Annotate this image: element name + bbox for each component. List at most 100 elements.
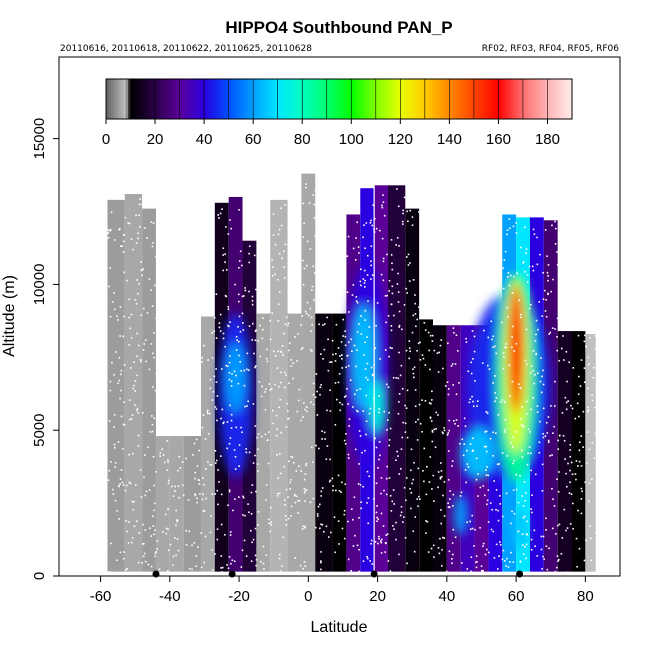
obs-dot — [518, 299, 521, 302]
colorbar: 0 20 40 60 80 100 120 140 160 180 — [102, 78, 573, 148]
curtain-column-11 — [270, 199, 288, 572]
obs-dot — [310, 316, 313, 319]
colorbar-swatch — [287, 79, 291, 119]
obs-dot — [350, 338, 353, 341]
obs-dot — [583, 367, 586, 369]
obs-dot — [227, 567, 230, 570]
colorbar-swatch — [449, 79, 453, 119]
obs-dot — [238, 465, 240, 467]
obs-dot — [151, 423, 154, 426]
obs-dot — [305, 264, 308, 267]
obs-dot — [327, 338, 329, 341]
obs-dot — [303, 478, 306, 481]
obs-dot — [404, 536, 407, 539]
obs-dot — [509, 560, 511, 563]
colorbar-swatch — [540, 79, 544, 119]
colorbar-swatch — [510, 79, 514, 119]
obs-dot — [591, 394, 593, 396]
curtain-column-4 — [169, 436, 184, 572]
obs-dot — [551, 327, 554, 329]
obs-dot — [423, 322, 426, 324]
obs-dot — [482, 569, 484, 572]
curtain-column-14 — [315, 313, 333, 572]
obs-dot — [285, 515, 287, 517]
obs-dot — [578, 441, 581, 444]
bottom-marker — [370, 570, 378, 578]
obs-dot — [388, 477, 391, 479]
obs-dot — [577, 393, 580, 396]
obs-dot — [440, 470, 443, 472]
obs-dot — [403, 304, 406, 306]
obs-dot — [471, 395, 473, 398]
obs-dot — [154, 389, 157, 392]
obs-dot — [471, 437, 474, 440]
obs-dot — [567, 462, 569, 465]
obs-dot — [398, 553, 400, 556]
colorbar-swatch — [363, 79, 367, 119]
obs-dot — [570, 404, 572, 407]
colorbar-swatch — [545, 79, 549, 119]
obs-dot — [353, 496, 356, 499]
obs-dot — [221, 408, 224, 411]
obs-dot — [428, 402, 431, 404]
obs-dot — [499, 543, 502, 546]
obs-dot — [225, 269, 228, 271]
obs-dot — [503, 401, 506, 404]
obs-dot — [521, 495, 524, 497]
obs-dot — [299, 564, 302, 567]
obs-dot — [206, 412, 209, 415]
obs-dot — [255, 558, 258, 561]
obs-dot — [167, 508, 169, 510]
obs-dot — [216, 395, 219, 397]
obs-dot — [439, 344, 442, 347]
obs-dot — [311, 446, 313, 449]
obs-dot — [242, 495, 244, 498]
obs-dot — [479, 526, 481, 529]
obs-dot — [113, 446, 116, 449]
obs-dot — [364, 368, 367, 370]
obs-dot — [362, 560, 365, 562]
obs-dot — [225, 364, 227, 367]
colorbar-swatch — [361, 79, 365, 119]
obs-dot — [532, 369, 535, 372]
obs-dot — [272, 409, 274, 412]
obs-dot — [134, 380, 137, 382]
obs-dot — [194, 493, 196, 495]
obs-dot — [589, 537, 592, 540]
curtain-column-3 — [155, 436, 170, 572]
obs-dot — [398, 351, 400, 354]
obs-dot — [221, 566, 224, 569]
obs-dot — [202, 510, 205, 513]
obs-dot — [358, 517, 360, 519]
obs-dot — [539, 380, 542, 383]
obs-dot — [276, 428, 278, 430]
obs-dot — [113, 443, 116, 446]
obs-dot — [150, 535, 152, 537]
obs-dot — [218, 326, 221, 329]
obs-dot — [521, 544, 524, 546]
obs-dot — [401, 220, 404, 223]
colorbar-swatch — [356, 79, 360, 119]
obs-dot — [525, 252, 527, 254]
obs-dot — [526, 281, 529, 283]
obs-dot — [322, 324, 324, 326]
obs-dot — [222, 337, 225, 340]
obs-dot — [226, 447, 229, 450]
obs-dot — [401, 223, 404, 225]
obs-dot — [533, 233, 536, 235]
obs-dot — [471, 514, 474, 517]
obs-dot — [254, 554, 257, 557]
obs-dot — [125, 520, 128, 522]
curtain-column-21 — [419, 319, 433, 572]
obs-dot — [304, 408, 306, 411]
obs-dot — [532, 269, 535, 272]
obs-dot — [404, 431, 407, 433]
obs-dot — [319, 503, 321, 506]
obs-dot — [329, 361, 331, 364]
obs-dot — [266, 439, 269, 442]
obs-dot — [161, 448, 164, 451]
obs-dot — [118, 227, 121, 230]
obs-dot — [131, 452, 134, 455]
obs-dot — [582, 410, 585, 413]
obs-dot — [464, 425, 467, 428]
